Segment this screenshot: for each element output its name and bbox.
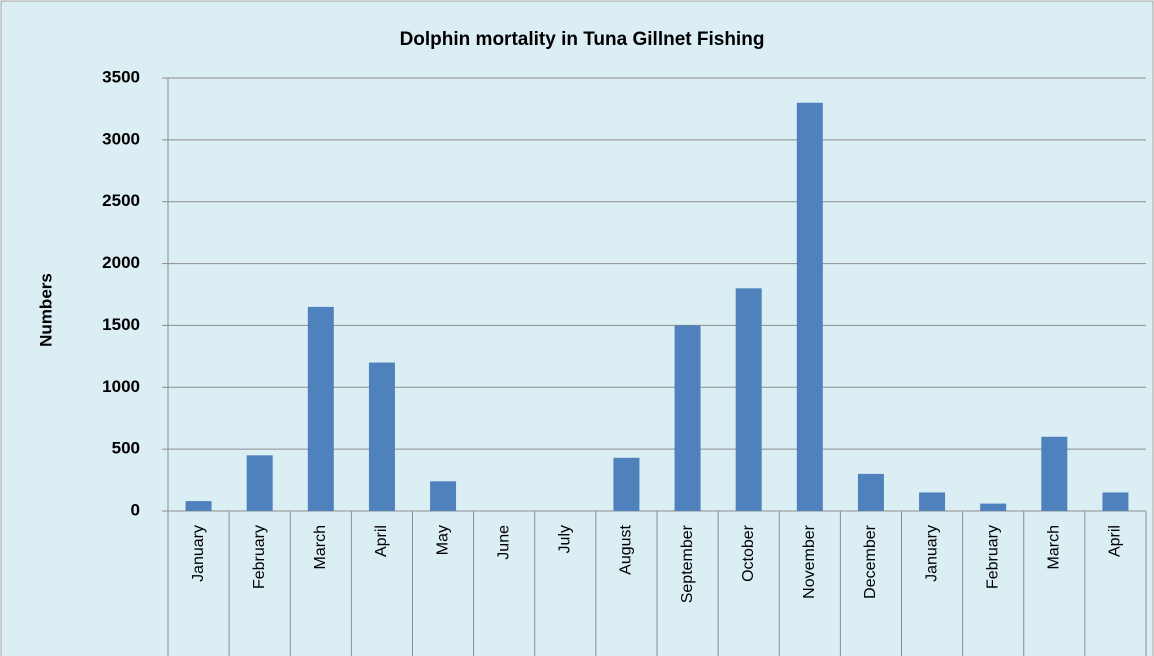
x-tick-label: March xyxy=(312,525,329,569)
bar xyxy=(1041,436,1068,511)
bar xyxy=(307,306,334,511)
x-tick-label: February xyxy=(984,525,1001,589)
x-tick-label: July xyxy=(557,525,574,553)
bar xyxy=(430,481,457,511)
x-tick-label: February xyxy=(251,525,268,589)
x-tick-label: September xyxy=(679,524,696,603)
bar xyxy=(368,362,395,511)
y-tick-label: 500 xyxy=(112,439,140,458)
y-axis-label: Numbers xyxy=(36,273,55,347)
x-tick-label: December xyxy=(862,524,879,598)
bar xyxy=(980,503,1007,511)
bar xyxy=(1102,492,1129,511)
bar xyxy=(796,102,823,511)
y-tick-label: 0 xyxy=(131,500,140,519)
x-tick-label: May xyxy=(434,525,451,555)
y-tick-label: 1500 xyxy=(102,315,140,334)
x-tick-label: June xyxy=(495,525,512,560)
bar xyxy=(613,457,640,511)
x-tick-label: March xyxy=(1046,525,1063,569)
bar xyxy=(185,501,212,511)
x-tick-label: April xyxy=(373,525,390,557)
bar xyxy=(246,455,273,511)
y-tick-label: 3000 xyxy=(102,129,140,148)
x-tick-label: January xyxy=(923,525,940,582)
x-tick-label: August xyxy=(618,524,635,574)
bar xyxy=(735,288,762,511)
bar xyxy=(674,325,701,511)
x-tick-label: January xyxy=(190,525,207,582)
bar xyxy=(857,473,884,511)
y-tick-label: 1000 xyxy=(102,377,140,396)
y-tick-label: 3500 xyxy=(102,67,140,86)
bar xyxy=(919,492,946,511)
chart-title: Dolphin mortality in Tuna Gillnet Fishin… xyxy=(400,29,765,50)
x-tick-label: April xyxy=(1107,525,1124,557)
y-tick-label: 2500 xyxy=(102,191,140,210)
x-tick-label: November xyxy=(801,524,818,598)
y-tick-label: 2000 xyxy=(102,253,140,272)
x-tick-label: October xyxy=(740,524,757,582)
